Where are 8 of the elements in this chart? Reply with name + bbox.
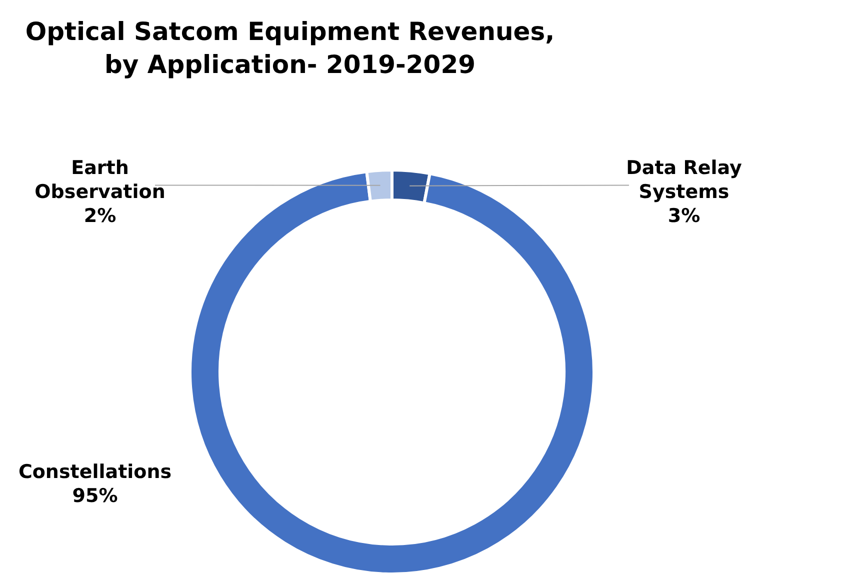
data-label: 95%	[72, 485, 118, 508]
donut-slice	[188, 170, 596, 576]
data-label: 3%	[668, 205, 700, 228]
slice-label: Earth Observation	[34, 157, 166, 204]
slice-label: Constellations	[18, 461, 172, 484]
chart-title: Optical Satcom Equipment Revenues, by Application- 2019-2029	[25, 17, 555, 79]
data-label: 2%	[84, 205, 116, 228]
slice-label: Data Relay Systems	[626, 157, 742, 204]
